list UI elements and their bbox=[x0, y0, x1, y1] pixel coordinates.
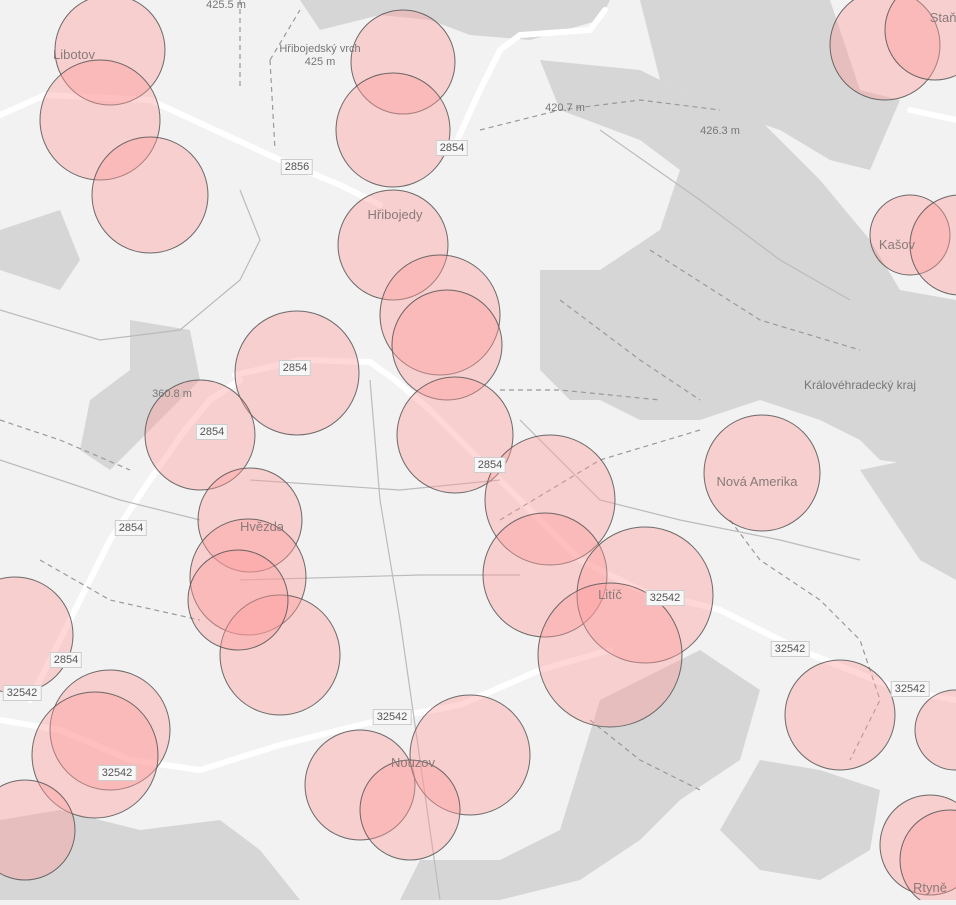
buffer-zone[interactable] bbox=[0, 779, 76, 881]
buffer-zone[interactable] bbox=[49, 669, 171, 791]
buffer-zone[interactable] bbox=[197, 467, 303, 573]
place-label-rtyne: Rtyně bbox=[913, 880, 947, 895]
paths bbox=[0, 0, 881, 791]
buffer-zone[interactable] bbox=[391, 289, 503, 401]
road-number-shield: 2854 bbox=[114, 520, 148, 536]
buffer-zone[interactable] bbox=[335, 72, 451, 188]
elevation-label: 420.7 m bbox=[545, 102, 585, 114]
place-label-nouzov: Nouzov bbox=[390, 755, 436, 770]
minor-roads bbox=[0, 129, 861, 901]
buffer-zone[interactable] bbox=[914, 689, 956, 771]
road-number-shield: 2856 bbox=[280, 159, 314, 175]
buffer-zone[interactable] bbox=[537, 582, 683, 728]
road-number-shield: 2854 bbox=[49, 652, 83, 668]
buffer-zone[interactable] bbox=[350, 9, 456, 115]
road-number-shield: 2854 bbox=[435, 140, 469, 156]
road-number-shield: 32542 bbox=[2, 685, 42, 701]
place-label-hvezda: Hvězda bbox=[239, 519, 285, 534]
buffer-zone[interactable] bbox=[0, 576, 74, 694]
elevation-label: 360.8 m bbox=[152, 388, 192, 400]
region-label: Královéhradecký kraj bbox=[803, 378, 917, 392]
buffer-zone[interactable] bbox=[187, 549, 289, 651]
buffer-zone[interactable] bbox=[909, 194, 956, 296]
buffer-zone[interactable] bbox=[869, 194, 951, 276]
buffer-zone[interactable] bbox=[784, 659, 896, 771]
elevation-label: 425 m bbox=[304, 56, 336, 68]
peak-label: Hřibojedský vrch bbox=[279, 43, 361, 55]
road-number-shield: 32542 bbox=[97, 765, 137, 781]
buffer-zone[interactable] bbox=[484, 434, 616, 566]
elevation-label: 425.5 m bbox=[206, 0, 246, 11]
road-number-shield: 32542 bbox=[372, 709, 412, 725]
place-label-nova-amerika: Nová Amerika bbox=[716, 474, 798, 489]
buffer-zone[interactable] bbox=[39, 59, 161, 181]
place-label-kasov: Kašov bbox=[878, 237, 916, 252]
buffer-zone[interactable] bbox=[379, 254, 501, 376]
buffer-zone[interactable] bbox=[409, 694, 531, 816]
buffer-zone[interactable] bbox=[219, 594, 341, 716]
buffer-zone[interactable] bbox=[304, 729, 416, 841]
road-number-shield: 2854 bbox=[195, 424, 229, 440]
elevation-label: 426.3 m bbox=[700, 125, 740, 137]
place-label-hribojedy: Hřibojedy bbox=[367, 207, 423, 222]
place-label-litic: Litíč bbox=[598, 587, 622, 602]
buffer-zone[interactable] bbox=[899, 809, 956, 900]
road-number-shield: 2854 bbox=[473, 457, 507, 473]
road-number-shield: 32542 bbox=[770, 641, 810, 657]
buffer-zone[interactable] bbox=[879, 794, 956, 896]
buffer-zone[interactable] bbox=[482, 512, 608, 638]
buffer-zone[interactable] bbox=[189, 518, 307, 636]
buffer-zone[interactable] bbox=[31, 691, 159, 819]
road-number-shield: 32542 bbox=[645, 590, 685, 606]
place-label-stanov: Staňov bbox=[929, 10, 956, 25]
buffer-zone[interactable] bbox=[337, 189, 449, 301]
buffer-zone[interactable] bbox=[703, 414, 821, 532]
buffer-zone[interactable] bbox=[576, 526, 714, 664]
buffer-zone[interactable] bbox=[54, 0, 166, 106]
buffer-zone[interactable] bbox=[91, 136, 209, 254]
road-number-shield: 32542 bbox=[890, 681, 930, 697]
buffer-zone[interactable] bbox=[884, 0, 956, 81]
buffer-zone[interactable] bbox=[359, 759, 461, 861]
place-label-libotov: Libotov bbox=[53, 47, 95, 62]
road-number-shield: 2854 bbox=[278, 360, 312, 376]
